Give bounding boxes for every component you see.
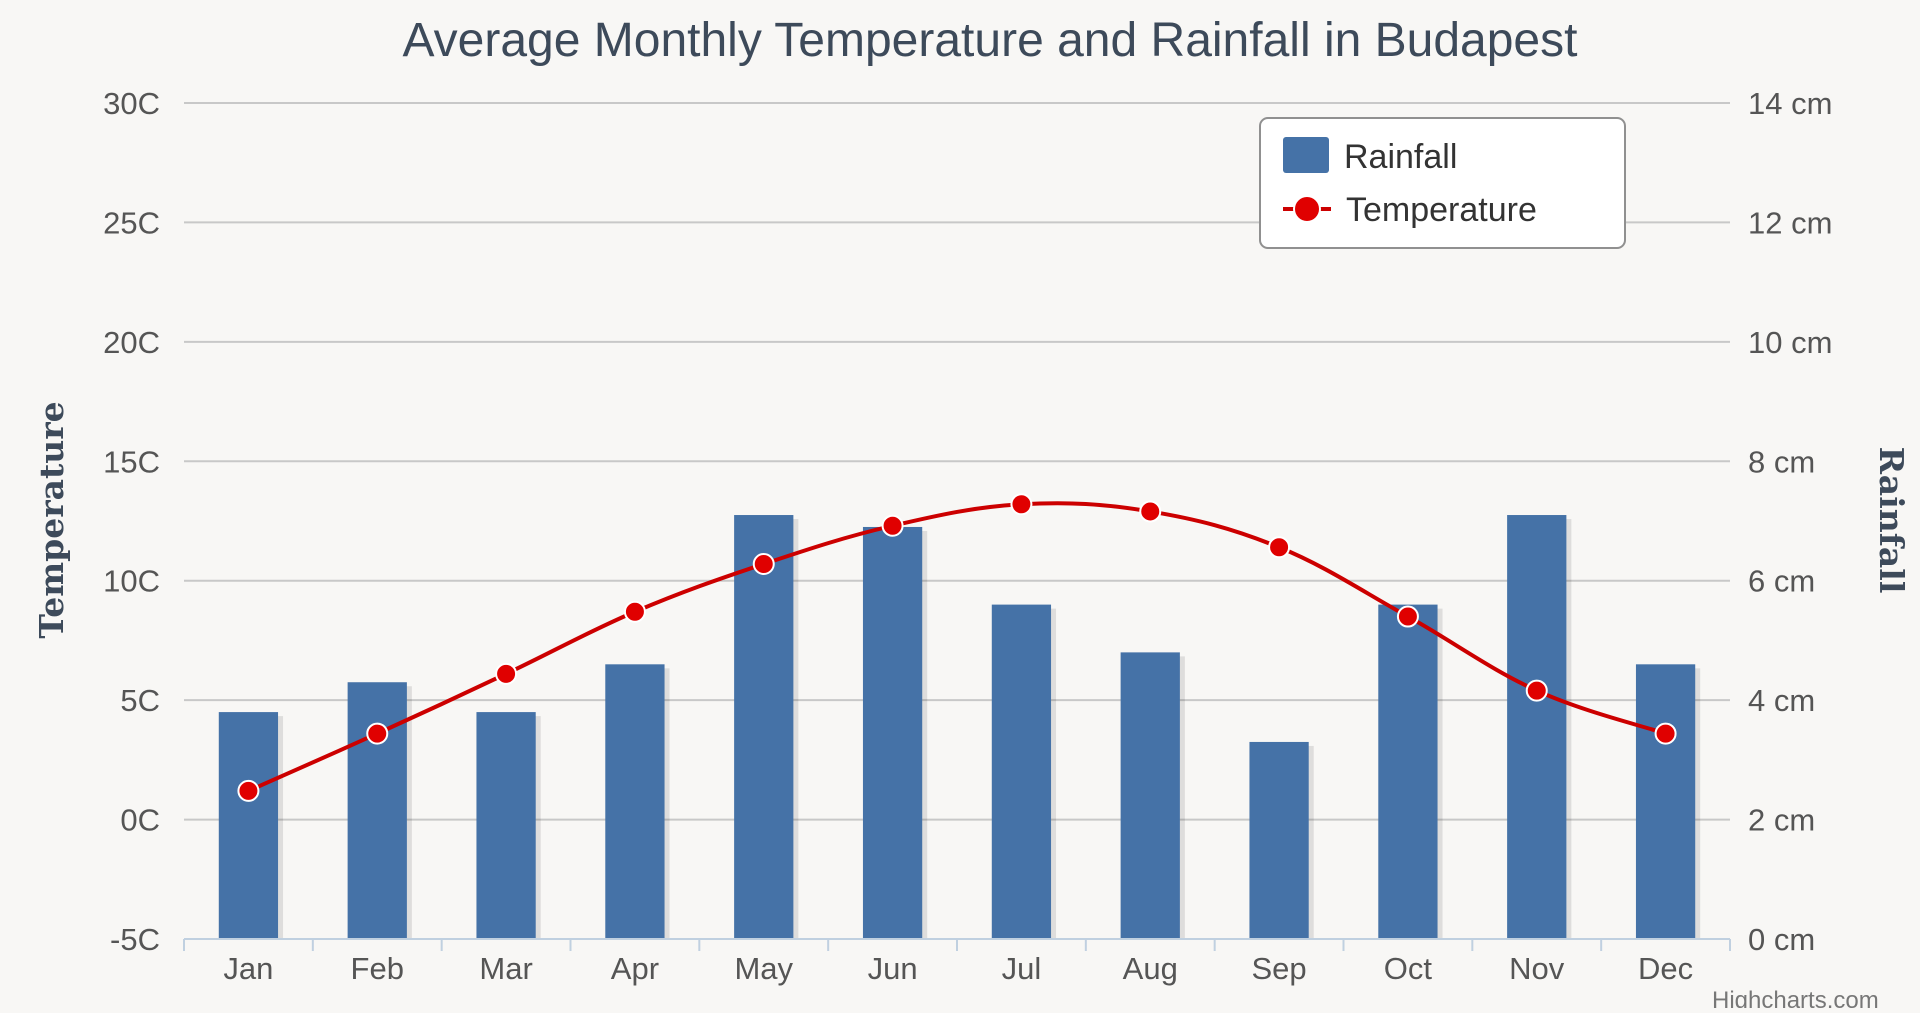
left-axis-tick-label: 0C xyxy=(120,803,160,838)
x-axis-tick-label: Dec xyxy=(1638,951,1693,986)
left-axis-tick-label: 10C xyxy=(103,564,160,599)
x-axis-tick-label: Jul xyxy=(1002,951,1042,986)
legend-rainfall-label[interactable]: Rainfall xyxy=(1344,138,1457,176)
right-axis-tick-label: 8 cm xyxy=(1748,444,1815,479)
rainfall-bar xyxy=(476,712,536,939)
temperature-point xyxy=(881,514,904,537)
temperature-series-line xyxy=(247,501,1667,793)
temperature-markers xyxy=(237,493,1677,802)
legend-temperature-label[interactable]: Temperature xyxy=(1346,191,1537,229)
temperature-point xyxy=(237,779,260,802)
rainfall-bar xyxy=(1120,652,1180,939)
right-axis-tick-label: 6 cm xyxy=(1748,564,1815,599)
right-axis-title: Rainfall xyxy=(1872,447,1911,594)
left-axis-tick-label: 15C xyxy=(103,444,160,479)
legend[interactable]: Rainfall Temperature xyxy=(1259,117,1626,249)
rainfall-bar xyxy=(1507,515,1567,939)
rainfall-bar xyxy=(862,526,923,939)
temperature-point xyxy=(1396,605,1419,628)
x-axis-tick-label: Apr xyxy=(611,951,659,986)
rainfall-bars xyxy=(218,515,1701,939)
grid-lines xyxy=(184,102,1730,821)
temperature-line xyxy=(247,501,1667,793)
temperature-point xyxy=(1139,500,1162,523)
x-axis-tick-label: Jan xyxy=(223,951,273,986)
right-axis-tick-label: 4 cm xyxy=(1748,683,1815,718)
legend-rainfall-swatch xyxy=(1283,137,1329,173)
rainfall-bar xyxy=(347,682,407,939)
right-axis-tick-label: 14 cm xyxy=(1748,86,1832,121)
temperature-point xyxy=(1525,679,1548,702)
credit-text[interactable]: Highcharts.com xyxy=(1712,987,1879,1013)
rainfall-bar xyxy=(218,712,279,939)
legend-temperature-marker xyxy=(1293,195,1321,223)
temperature-point xyxy=(1010,493,1033,516)
temperature-point xyxy=(623,600,646,623)
rainfall-bar xyxy=(1635,664,1696,939)
temperature-point xyxy=(1268,536,1291,559)
rainfall-bar xyxy=(1249,741,1309,939)
x-axis-tick-label: Nov xyxy=(1509,951,1565,986)
temperature-point xyxy=(1654,722,1677,745)
x-axis-tick-label: Feb xyxy=(351,951,404,986)
left-axis-tick-label: -5C xyxy=(110,922,160,957)
x-axis-tick-label: Aug xyxy=(1123,951,1178,986)
x-axis-tick-label: Sep xyxy=(1251,951,1306,986)
x-axis-tick-label: Jun xyxy=(868,951,918,986)
left-axis-tick-label: 5C xyxy=(120,683,160,718)
rainfall-bar xyxy=(734,515,794,939)
rainfall-bar xyxy=(605,664,665,939)
right-axis-tick-label: 2 cm xyxy=(1748,803,1815,838)
axes: -5C 0 cm 0C 2 cm 5C 4 cm 10C 6 cm 15C 8 cm 20C 10 c… xyxy=(103,86,1832,986)
x-axis-tick-label: May xyxy=(734,951,793,986)
legend-box xyxy=(1259,117,1626,249)
x-axis-tick-label: Oct xyxy=(1384,951,1433,986)
right-axis-tick-label: 0 cm xyxy=(1748,922,1815,957)
chart-title: Average Monthly Temperature and Rainfall… xyxy=(403,14,1578,67)
left-axis-tick-label: 25C xyxy=(103,205,160,240)
left-axis-tick-label: 20C xyxy=(103,325,160,360)
temperature-point xyxy=(752,552,775,575)
right-axis-tick-label: 12 cm xyxy=(1748,205,1832,240)
temperature-point xyxy=(366,722,389,745)
left-axis-tick-label: 30C xyxy=(103,86,160,121)
rainfall-bar xyxy=(991,604,1052,939)
temperature-point xyxy=(495,662,518,685)
left-axis-title: Temperature xyxy=(32,401,71,638)
rainfall-bar xyxy=(1378,604,1438,939)
x-axis-tick-label: Mar xyxy=(479,951,532,986)
right-axis-tick-label: 10 cm xyxy=(1748,325,1832,360)
